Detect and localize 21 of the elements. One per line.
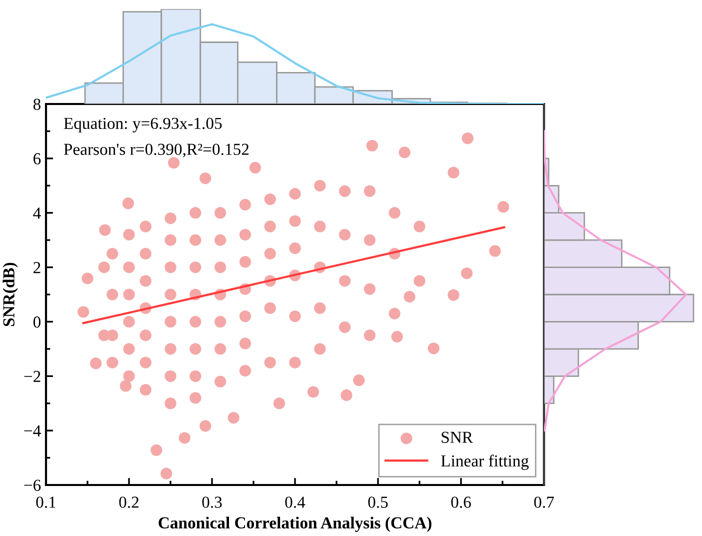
y-tick-label: 0 — [33, 316, 41, 328]
annotation: Pearson's r=0.390,R²=0.152 — [64, 144, 249, 158]
y-tick-label: −2 — [24, 370, 40, 382]
x-tick-label: 0.5 — [368, 496, 388, 508]
x-tick-label: 0.1 — [36, 496, 56, 508]
legend-label: SNR — [442, 432, 474, 443]
y-tick-label: 6 — [34, 153, 41, 164]
y-axis-title: SNR(dB) — [2, 262, 18, 326]
x-tick-label: 0.4 — [285, 496, 306, 508]
legend-label: Linear fitting — [441, 454, 529, 470]
annotation: Equation: y=6.93x-1.05 — [64, 118, 222, 132]
x-tick-label: 0.2 — [119, 496, 138, 508]
y-tick-label: −4 — [24, 425, 41, 436]
y-tick-label: 2 — [34, 262, 40, 274]
y-tick-label: −6 — [24, 480, 41, 491]
y-tick-label: 8 — [33, 98, 41, 110]
x-tick-label: 0.7 — [534, 496, 554, 508]
x-tick-label: 0.6 — [451, 496, 471, 508]
y-tick-label: 4 — [33, 208, 41, 219]
x-tick-label: 0.3 — [202, 496, 222, 508]
x-axis-title: Canonical Correlation Analysis (CCA) — [158, 516, 432, 532]
